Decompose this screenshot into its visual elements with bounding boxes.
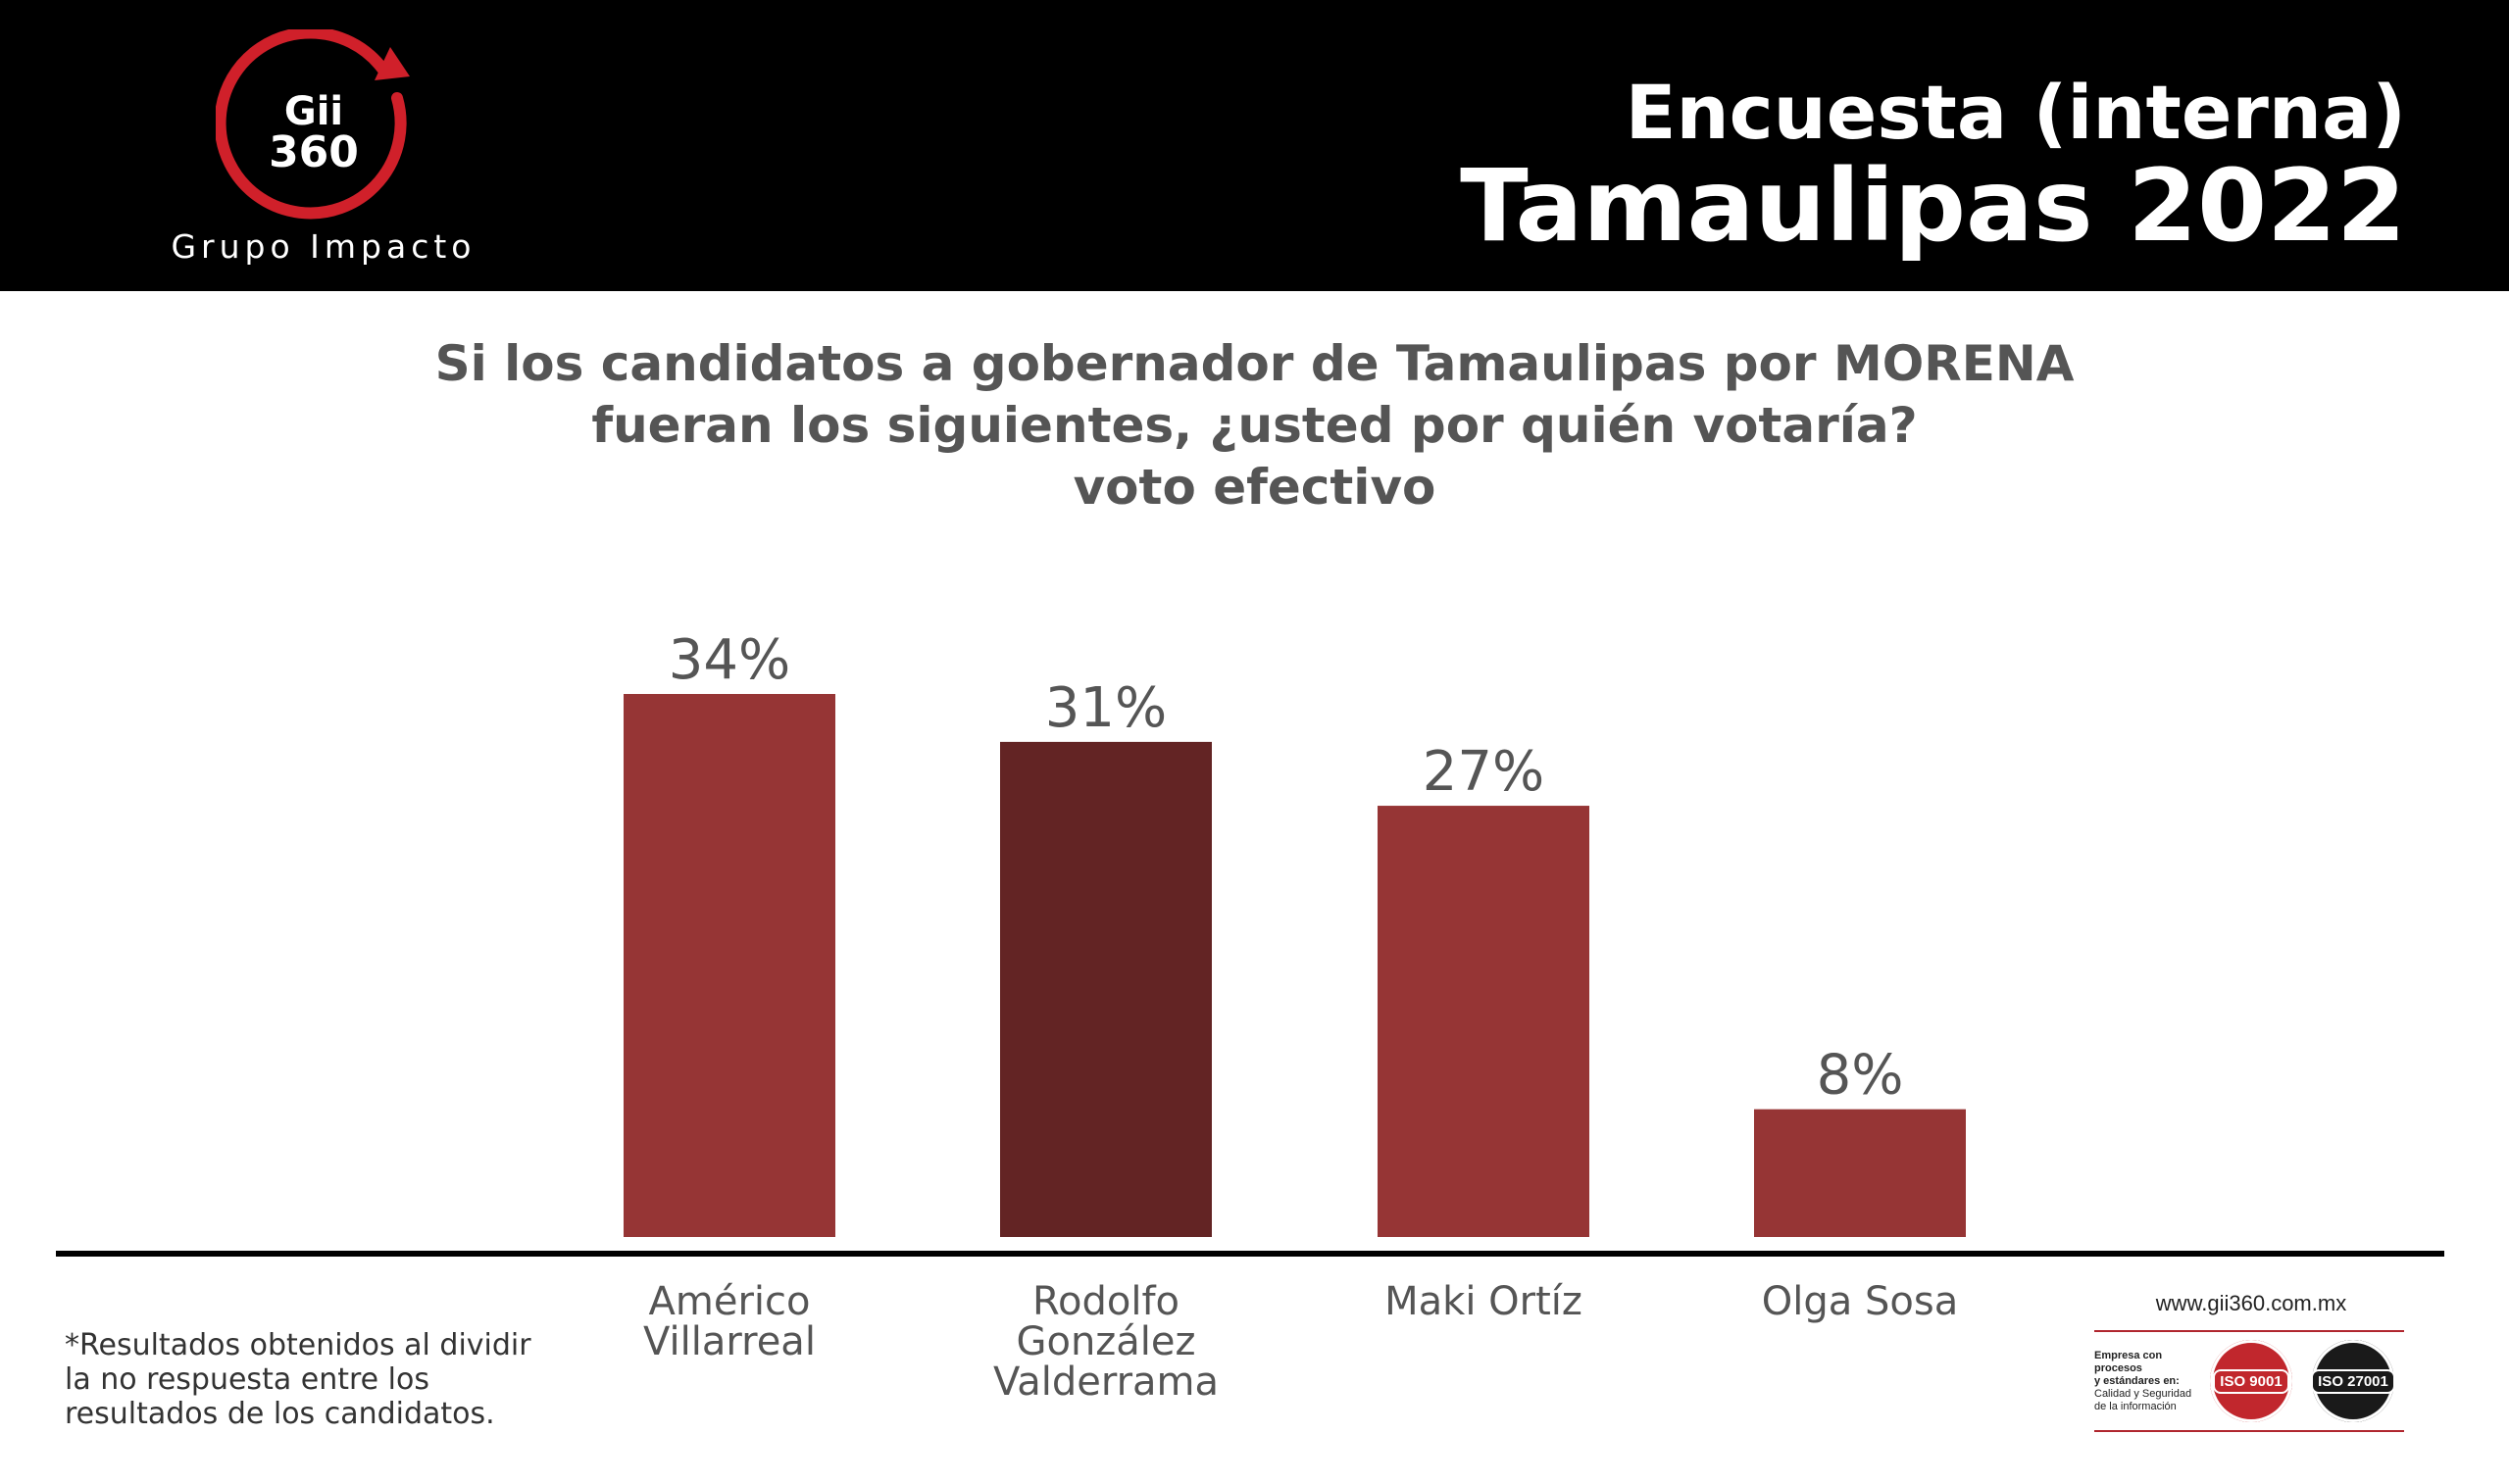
gii360-logo: Gii 360 xyxy=(216,29,410,220)
category-label-1-line-2: Villarreal xyxy=(643,1319,816,1364)
category-label-2-line-3: Valderrama xyxy=(993,1360,1219,1405)
data-label-1: 34% xyxy=(669,628,790,692)
cert-line4: de la información xyxy=(2094,1401,2177,1412)
data-label-3: 27% xyxy=(1423,740,1544,804)
certification-box: Empresa con procesos y estándares en: Ca… xyxy=(2094,1330,2404,1432)
cert-line3: Calidad y Seguridad xyxy=(2094,1388,2192,1400)
data-label-4: 8% xyxy=(1817,1044,1904,1108)
arrow-head-icon xyxy=(375,47,410,80)
footnote-line2: la no respuesta entre los xyxy=(65,1362,429,1397)
header-title: Encuesta (interna) Tamaulipas 2022 xyxy=(1460,74,2406,262)
question-line1: Si los candidatos a gobernador de Tamaul… xyxy=(434,335,2075,392)
data-label-2: 31% xyxy=(1045,676,1167,740)
footnote-line1: *Resultados obtenidos al dividir xyxy=(65,1328,531,1362)
category-label-2-line-1: Rodolfo xyxy=(1032,1279,1179,1324)
question-line3: voto efectivo xyxy=(1073,459,1436,516)
category-label-2-line-2: González xyxy=(1016,1319,1195,1364)
category-label-4-line-1: Olga Sosa xyxy=(1762,1279,1958,1324)
footnote: *Resultados obtenidos al dividir la no r… xyxy=(65,1328,614,1431)
circular-arrow-icon xyxy=(216,29,407,220)
cert-line1: Empresa con procesos xyxy=(2094,1350,2163,1374)
bar-4 xyxy=(1754,1109,1966,1237)
iso-27001-label: ISO 27001 xyxy=(2311,1368,2395,1394)
header-title-line1: Encuesta (interna) xyxy=(1625,69,2406,156)
cert-line2: y estándares en: xyxy=(2094,1375,2180,1387)
iso-27001-seal-icon: ISO 27001 xyxy=(2311,1340,2395,1422)
header-title-line2: Tamaulipas 2022 xyxy=(1460,148,2406,265)
bar-2 xyxy=(1000,741,1212,1237)
certification-text: Empresa con procesos y estándares en: Ca… xyxy=(2094,1350,2202,1413)
iso-9001-label: ISO 9001 xyxy=(2213,1368,2289,1394)
category-label-1-line-1: Américo xyxy=(649,1279,811,1324)
logo-text-top: Gii xyxy=(284,89,343,134)
website-url: www.gii360.com.mx xyxy=(2155,1291,2347,1315)
question-line2: fueran los siguientes, ¿usted por quién … xyxy=(591,397,1918,454)
bar-3 xyxy=(1378,806,1589,1237)
chart-question: Si los candidatos a gobernador de Tamaul… xyxy=(0,333,2509,519)
footnote-line3: resultados de los candidatos. xyxy=(65,1397,495,1431)
category-label-3-line-1: Maki Ortíz xyxy=(1384,1279,1582,1324)
logo-text-bottom: 360 xyxy=(269,127,359,177)
header-bar: Gii 360 Grupo Impacto Encuesta (interna)… xyxy=(0,0,2509,291)
brand-tagline: Grupo Impacto xyxy=(171,227,477,266)
bar-1 xyxy=(624,694,835,1237)
iso-9001-seal-icon: ISO 9001 xyxy=(2210,1340,2292,1422)
